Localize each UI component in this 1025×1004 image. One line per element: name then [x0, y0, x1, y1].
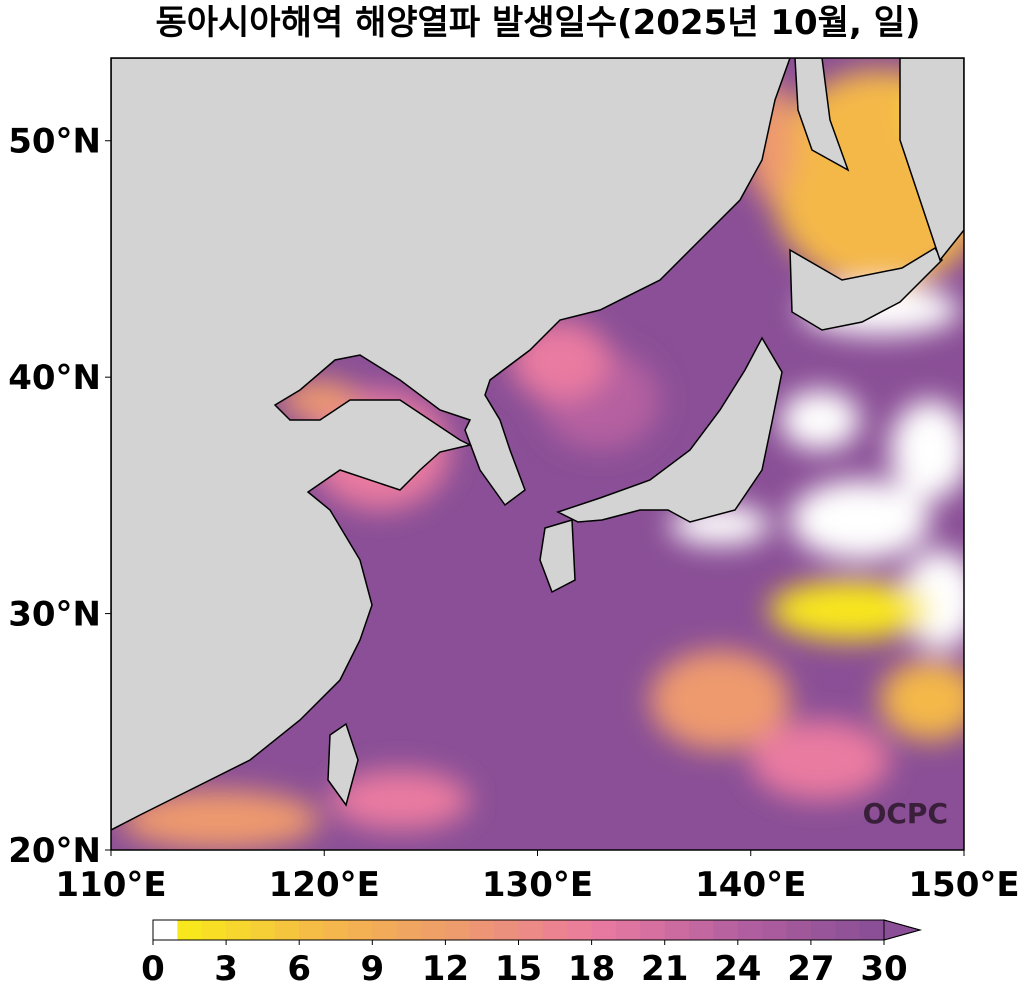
- colorbar-swatch: [396, 920, 422, 940]
- map-title: 동아시아해역 해양열파 발생일수(2025년 10월, 일): [155, 3, 920, 43]
- colorbar-swatch: [737, 920, 763, 940]
- logo: OCPC: [863, 797, 948, 830]
- colorbar-extend: [883, 919, 922, 941]
- colorbar-swatch: [494, 920, 519, 940]
- lon-tick-label: 120°E: [269, 865, 380, 905]
- colorbar-swatch: [542, 920, 568, 940]
- colorbar-swatch: [299, 920, 325, 940]
- colorbar-tick-label: 27: [787, 949, 834, 989]
- colorbar-swatch: [518, 920, 544, 940]
- lon-tick-label: 110°E: [55, 865, 166, 905]
- lon-tick-label: 140°E: [695, 865, 806, 905]
- lat-tick-label: 40°N: [8, 358, 101, 398]
- colorbar-swatch: [323, 920, 349, 940]
- colorbar-tick-label: 0: [141, 949, 165, 989]
- colorbar-tick-label: 3: [214, 949, 238, 989]
- colorbar-tick-label: 21: [641, 949, 688, 989]
- colorbar-swatch: [859, 920, 885, 940]
- colorbar-swatch: [274, 920, 300, 940]
- lat-tick-label: 20°N: [8, 831, 101, 871]
- colorbar-swatch: [786, 920, 812, 940]
- lat-tick-label: 30°N: [8, 595, 101, 635]
- colorbar-swatch: [835, 920, 861, 940]
- colorbar-tick-label: 12: [422, 949, 469, 989]
- lon-tick-label: 130°E: [482, 865, 593, 905]
- colorbar-swatch: [201, 920, 227, 940]
- colorbar-swatch: [421, 920, 446, 940]
- colorbar-swatch: [762, 920, 788, 940]
- colorbar-swatch: [347, 920, 373, 940]
- colorbar-swatch: [226, 920, 251, 940]
- colorbar-swatch: [640, 920, 666, 940]
- colorbar-tick-label: 6: [287, 949, 311, 989]
- colorbar-swatch: [810, 920, 836, 940]
- colorbar-swatch: [372, 920, 398, 940]
- colorbar-tick-label: 24: [714, 949, 761, 989]
- colorbar-swatch: [250, 920, 276, 940]
- colorbar-swatch: [177, 920, 203, 940]
- colorbar-swatch: [664, 920, 690, 940]
- colorbar-swatch: [567, 920, 593, 940]
- colorbar-swatch: [713, 920, 739, 940]
- colorbar-swatch: [615, 920, 641, 940]
- colorbar-swatch: [689, 920, 714, 940]
- map-area: OCPC: [111, 58, 964, 850]
- colorbar-tick-label: 18: [568, 949, 615, 989]
- colorbar-tick-label: 30: [860, 949, 907, 989]
- colorbar-swatch: [469, 920, 495, 940]
- colorbar-swatch: [445, 920, 471, 940]
- lat-tick-label: 50°N: [8, 122, 101, 162]
- colorbar-frame: [152, 919, 922, 941]
- lon-tick-label: 150°E: [908, 865, 1019, 905]
- colorbar-tick-label: 15: [495, 949, 542, 989]
- land: [111, 58, 964, 831]
- colorbar-swatch: [153, 920, 178, 940]
- colorbar-tick-label: 9: [360, 949, 384, 989]
- colorbar-swatch: [591, 920, 617, 940]
